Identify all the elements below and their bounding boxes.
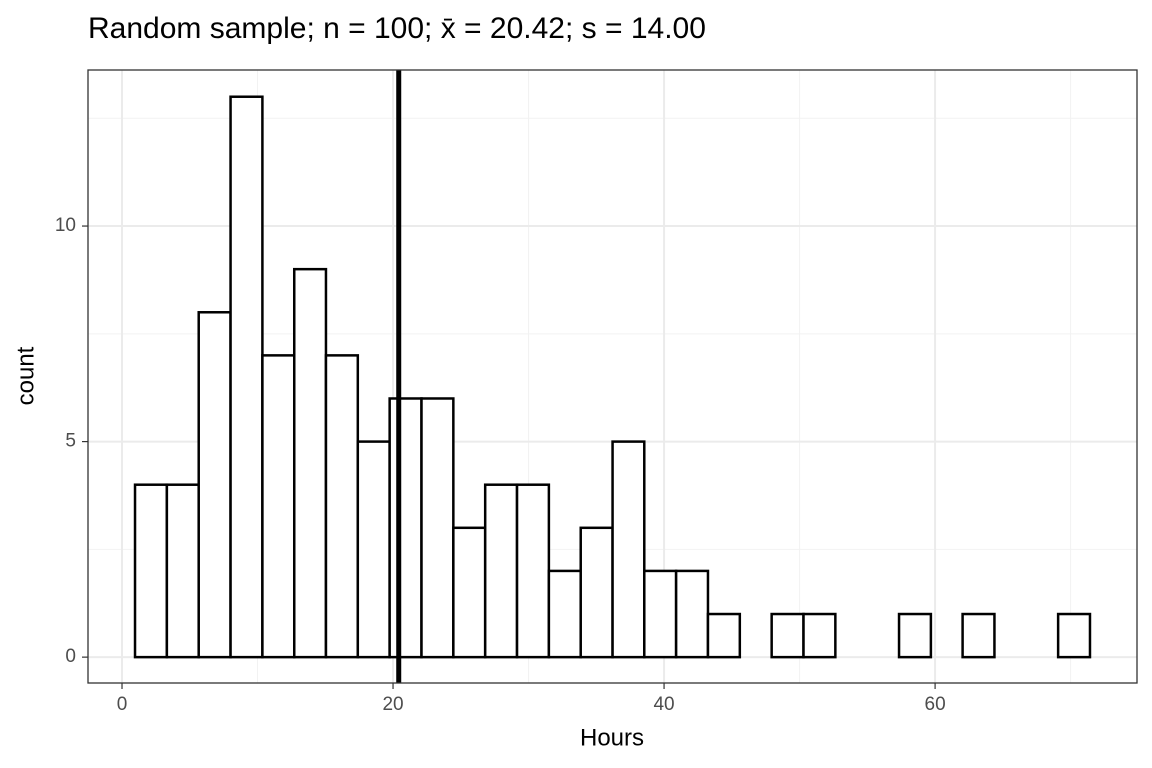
bar (643, 569, 678, 659)
bar (261, 354, 296, 659)
x-tick-label: 0 (117, 694, 128, 715)
x-tick-label: 20 (382, 694, 403, 715)
bar (1056, 612, 1092, 659)
y-axis-label: count (12, 346, 39, 405)
bar (674, 569, 710, 659)
bar (579, 526, 614, 659)
bar (324, 354, 360, 659)
chart-title: Random sample; n = 100; x̄ = 20.42; s = … (88, 12, 706, 45)
panel-border (87, 69, 1138, 684)
bar (133, 483, 169, 659)
bar (420, 397, 455, 659)
bar (547, 569, 582, 659)
x-axis-label: Hours (580, 724, 644, 751)
x-tick-label: 60 (925, 694, 946, 715)
bar (961, 612, 996, 659)
bar (388, 397, 423, 659)
bar (165, 483, 200, 659)
bar (611, 440, 646, 659)
bar (483, 483, 519, 659)
bar (897, 612, 933, 659)
bar (229, 95, 264, 659)
y-tick-label: 5 (65, 431, 76, 452)
bar (770, 612, 805, 659)
bar (197, 311, 232, 659)
bar (802, 612, 837, 659)
bar (515, 483, 551, 659)
bar (706, 612, 742, 659)
y-tick-label: 0 (65, 646, 76, 667)
bar (292, 267, 328, 659)
bar (452, 526, 487, 659)
x-tick-label: 40 (653, 694, 674, 715)
bar (356, 440, 391, 659)
y-tick-label: 10 (55, 215, 76, 236)
